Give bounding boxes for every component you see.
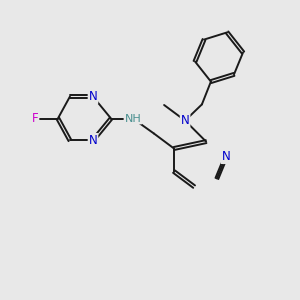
Text: N: N	[181, 114, 190, 127]
Text: F: F	[32, 112, 38, 125]
Text: N: N	[221, 150, 230, 163]
Text: NH: NH	[124, 113, 141, 124]
Text: N: N	[88, 90, 98, 103]
Text: N: N	[88, 134, 98, 147]
